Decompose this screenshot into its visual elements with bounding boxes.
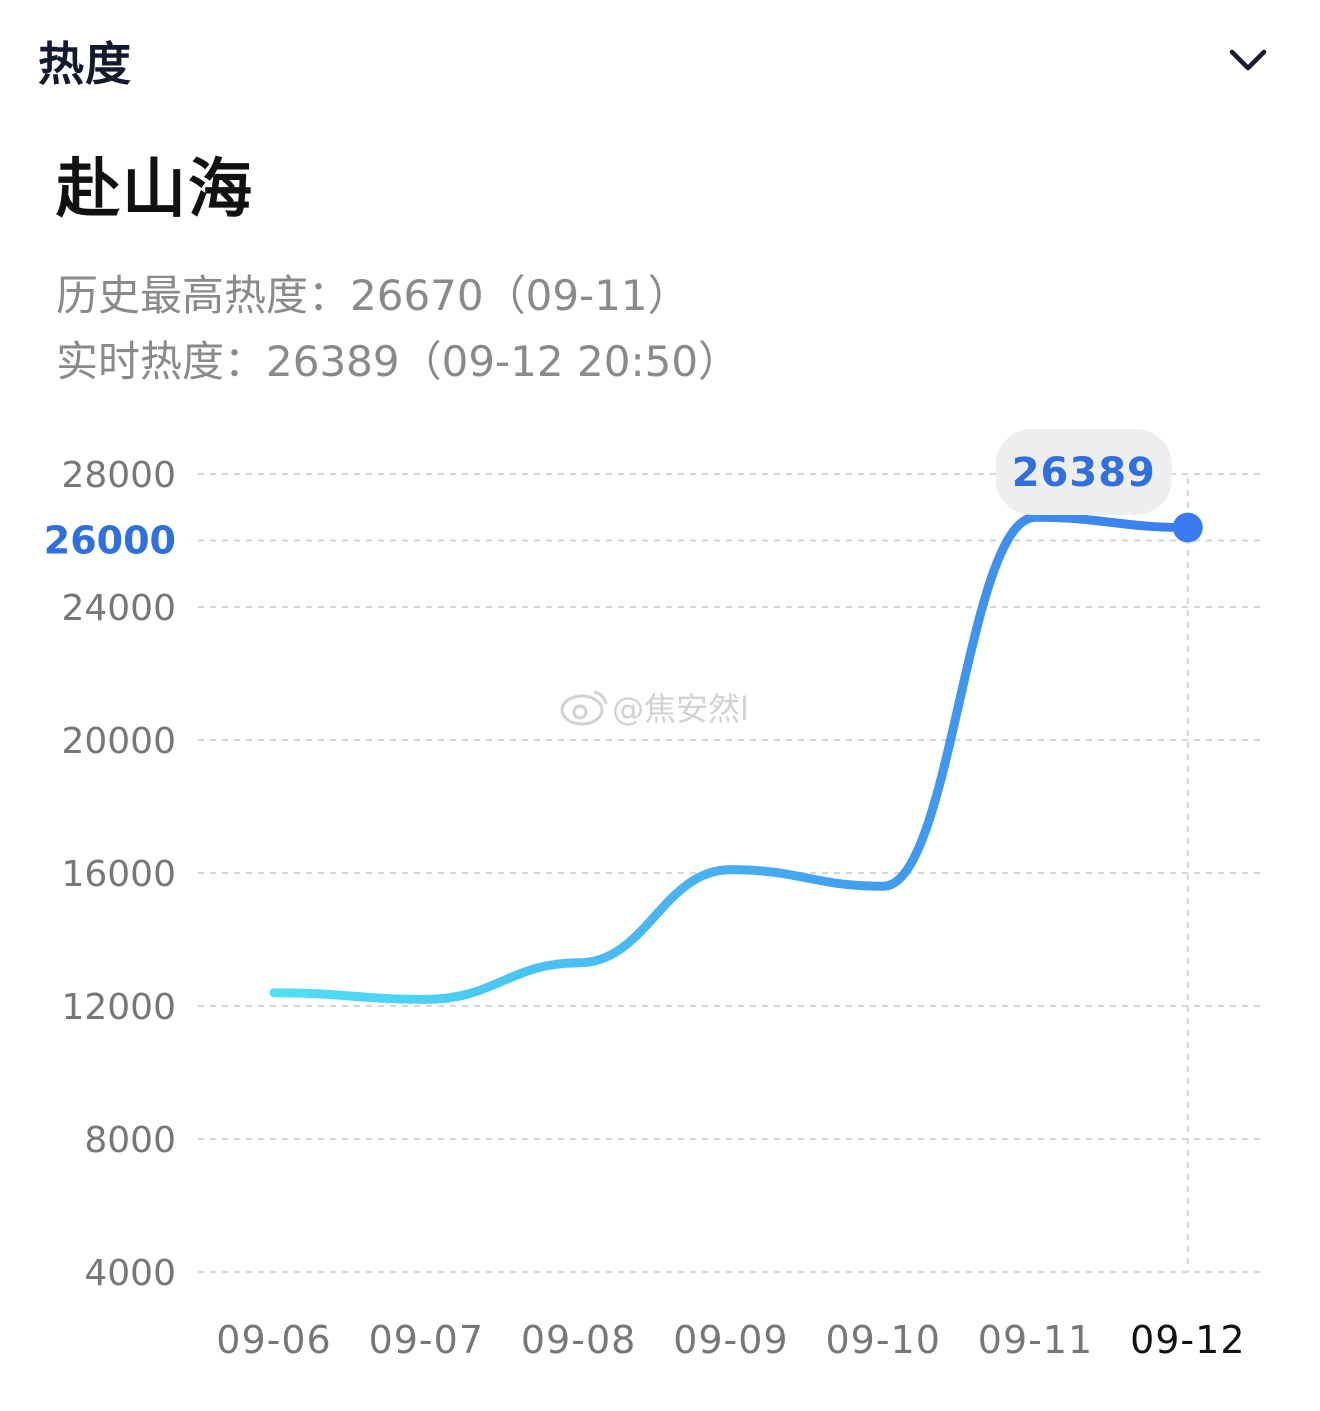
weibo-logo-icon [560,690,608,726]
header-title: 热度 [38,37,132,91]
y-tick-label: 28000 [61,455,176,496]
y-tick-label: 4000 [84,1253,176,1294]
heat-line-chart: 28000 26000 24000 20000 16000 12000 8000 4000 0… [44,429,1262,1362]
chevron-down-icon[interactable] [1226,40,1270,80]
y-tick-label: 24000 [61,588,176,629]
series-line [269,512,1193,1004]
tooltip-bg [995,429,1172,515]
x-tick-label[interactable]: 09-09 [673,1318,788,1362]
y-tick-label: 20000 [61,721,176,762]
x-tick-label[interactable]: 09-06 [216,1318,331,1362]
peak-heat-line: 历史最高热度：26670（09-11） [56,271,690,320]
tooltip-value: 26389 [1012,450,1156,496]
y-tick-label: 16000 [61,854,176,895]
y-tick-label: 26000 [44,519,176,563]
y-tick-label: 8000 [84,1120,176,1161]
watermark-text: @焦安然l [612,690,749,728]
x-tick-label[interactable]: 09-07 [369,1318,484,1362]
watermark: @焦安然l [560,690,749,728]
x-tick-label[interactable]: 09-11 [978,1318,1093,1362]
topic-title: 赴山海 [56,153,254,227]
x-tick-label[interactable]: 09-12 [1130,1318,1245,1362]
y-tick-label: 12000 [61,987,176,1028]
tooltip: 26389 [995,429,1172,515]
x-tick-label[interactable]: 09-10 [825,1318,940,1362]
x-tick-label[interactable]: 09-08 [521,1318,636,1362]
realtime-heat-line: 实时热度：26389（09-12 20:50） [56,337,741,386]
data-point-active[interactable] [1172,512,1203,543]
